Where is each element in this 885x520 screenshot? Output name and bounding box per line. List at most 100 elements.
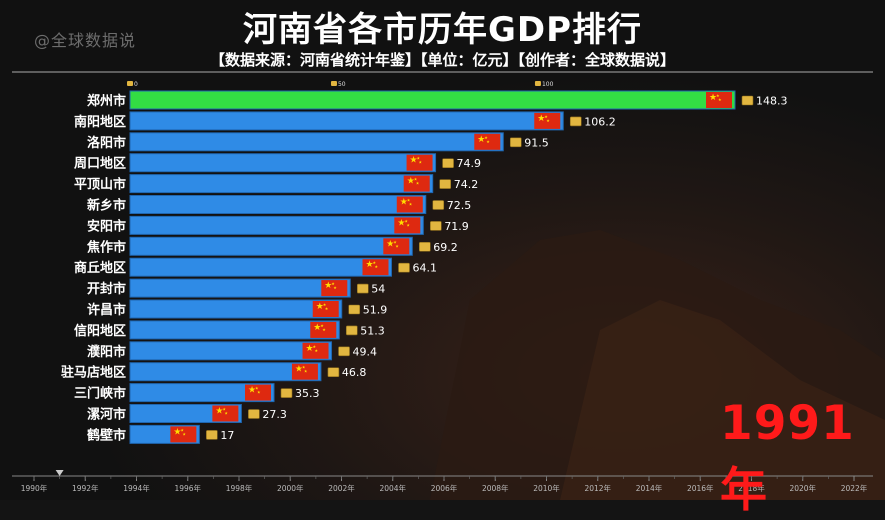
value-badge-icon	[509, 137, 522, 148]
value-badge-icon	[248, 409, 260, 419]
category-label: 驻马店地区	[61, 365, 126, 381]
category-label: 周口地区	[74, 156, 126, 172]
flag-star-icon: ★	[417, 156, 421, 161]
value-label: 69.2	[433, 241, 458, 254]
flag-star-icon: ★	[486, 139, 490, 144]
flag-star-icon: ★	[477, 135, 485, 145]
china-flag-icon	[534, 112, 561, 129]
flag-star-icon: ★	[419, 160, 423, 165]
value-badge-icon	[327, 367, 340, 378]
flag-star-icon: ★	[409, 202, 413, 207]
timeline-label: 1994年	[123, 483, 150, 493]
flag-star-icon: ★	[716, 93, 720, 98]
china-flag-icon	[383, 238, 410, 255]
timeline-label: 1990年	[21, 483, 48, 493]
bar	[129, 195, 427, 214]
category-label: 信阳地区	[74, 323, 126, 339]
value-label: 74.9	[457, 157, 482, 170]
timeline-label: 2010年	[533, 483, 560, 493]
flag-star-icon: ★	[397, 218, 405, 228]
top-tick-label: 100	[542, 81, 554, 88]
timeline-label: 2020年	[789, 483, 816, 493]
value-label: 51.9	[363, 304, 388, 317]
value-label: 64.1	[413, 262, 438, 275]
flag-star-icon: ★	[414, 177, 418, 182]
flag-star-icon: ★	[255, 386, 259, 391]
china-flag-icon	[212, 405, 239, 422]
china-flag-icon	[291, 363, 318, 380]
category-label: 商丘地区	[74, 260, 126, 276]
bar	[129, 299, 343, 319]
flag-star-icon: ★	[325, 306, 329, 311]
value-badge-icon	[345, 325, 358, 336]
value-label: 46.8	[342, 366, 367, 379]
top-tick-icon	[127, 81, 133, 86]
bar	[129, 174, 434, 194]
flag-star-icon: ★	[400, 198, 408, 208]
value-label: 106.2	[584, 115, 616, 128]
timeline-label: 2016年	[687, 483, 714, 493]
china-flag-icon	[312, 301, 339, 317]
timeline-label: 1996年	[174, 483, 201, 493]
value-label: 35.3	[295, 387, 320, 400]
flag-star-icon: ★	[484, 135, 488, 140]
value-label: 17	[220, 429, 234, 442]
category-label: 鹤壁市	[87, 427, 126, 443]
bar	[129, 90, 736, 110]
bar	[129, 111, 564, 131]
flag-star-icon: ★	[215, 407, 223, 417]
flag-star-icon: ★	[248, 386, 256, 396]
flag-star-icon: ★	[366, 260, 374, 270]
value-label: 74.2	[454, 178, 479, 191]
category-label: 平顶山市	[74, 177, 126, 193]
value-badge-icon	[741, 95, 754, 106]
category-label: 安阳市	[87, 218, 126, 234]
flag-star-icon: ★	[537, 114, 545, 124]
flag-star-icon: ★	[407, 198, 411, 203]
value-label: 72.5	[447, 199, 472, 212]
category-label: 开封市	[87, 281, 126, 297]
value-badge-icon	[439, 179, 452, 189]
value-badge-icon	[442, 158, 454, 168]
bar	[129, 320, 340, 340]
flag-star-icon: ★	[407, 177, 415, 187]
flag-star-icon: ★	[313, 323, 321, 333]
value-label: 91.5	[524, 136, 549, 149]
category-label: 焦作市	[86, 239, 126, 255]
category-label: 三门峡市	[74, 386, 126, 402]
top-tick-icon	[330, 81, 337, 86]
timeline-label: 2014年	[636, 483, 663, 493]
flag-star-icon: ★	[306, 344, 314, 354]
value-badge-icon	[356, 283, 369, 294]
top-tick-label: 0	[134, 81, 138, 88]
category-label: 郑州市	[87, 93, 126, 109]
flag-star-icon: ★	[410, 156, 418, 166]
timeline-label: 2000年	[277, 483, 304, 493]
china-flag-icon	[394, 217, 421, 234]
bar	[129, 362, 322, 382]
flag-star-icon: ★	[295, 365, 303, 375]
flag-star-icon: ★	[393, 239, 397, 244]
flag-star-icon: ★	[316, 302, 324, 312]
bar	[129, 383, 275, 403]
flag-star-icon: ★	[406, 222, 410, 227]
flag-star-icon: ★	[302, 365, 306, 370]
category-label: 许昌市	[87, 302, 126, 318]
china-flag-icon	[474, 133, 501, 150]
flag-star-icon: ★	[386, 239, 394, 249]
flag-star-icon: ★	[546, 118, 550, 123]
value-badge-icon	[348, 304, 361, 315]
china-flag-icon	[706, 92, 732, 108]
timeline-current-marker-icon	[55, 470, 64, 476]
watermark: @全球数据说	[34, 31, 137, 50]
value-badge-icon	[280, 388, 293, 398]
flag-star-icon: ★	[416, 181, 420, 186]
value-label: 49.4	[353, 345, 378, 358]
timeline-label: 2012年	[584, 483, 611, 493]
value-label: 148.3	[756, 95, 788, 108]
category-label: 漯河市	[87, 407, 126, 423]
flag-star-icon: ★	[323, 302, 327, 307]
flag-star-icon: ★	[718, 97, 722, 102]
category-label: 新乡市	[87, 198, 126, 214]
flag-star-icon: ★	[333, 285, 337, 290]
